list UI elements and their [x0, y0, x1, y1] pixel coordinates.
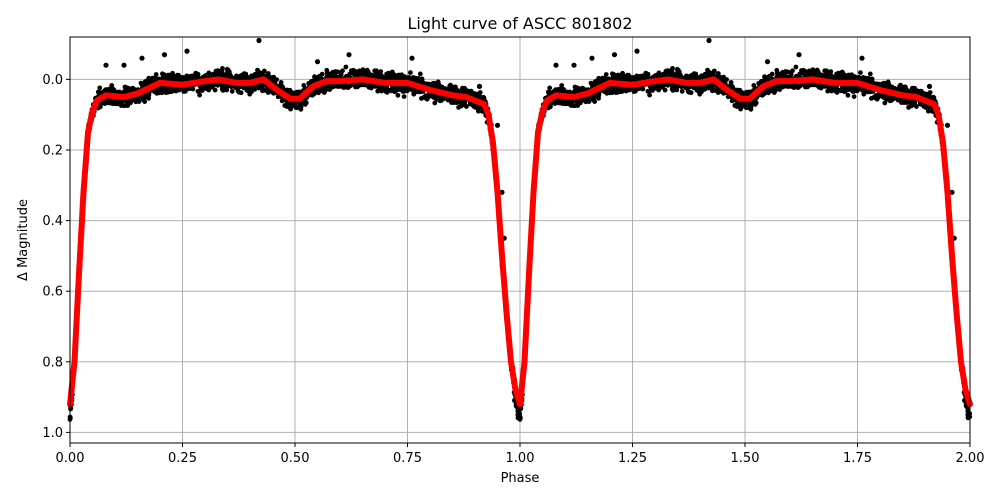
x-tick-label: 1.75	[843, 451, 872, 466]
x-tick-label: 0.75	[393, 451, 422, 466]
x-tick-label: 1.00	[506, 451, 535, 466]
x-tick-label: 1.25	[618, 451, 647, 466]
x-axis-label: Phase	[501, 471, 540, 486]
chart-title: Light curve of ASCC 801802	[407, 14, 632, 33]
y-tick-label: 0.8	[42, 355, 63, 370]
y-tick-label: 1.0	[42, 426, 63, 441]
y-tick-label: 0.2	[42, 143, 63, 158]
x-tick-label: 2.00	[956, 451, 985, 466]
x-tick-label: 0.25	[168, 451, 197, 466]
model-curve	[67, 76, 973, 408]
x-tick-label: 0.50	[281, 451, 310, 466]
x-tick-label: 1.50	[731, 451, 760, 466]
y-axis-label: Δ Magnitude	[16, 199, 31, 281]
y-tick-label: 0.6	[42, 285, 63, 300]
y-tick-label: 0.4	[42, 214, 63, 229]
x-tick-label: 0.00	[56, 451, 85, 466]
y-tick-label: 0.0	[42, 73, 63, 88]
x-axis-ticks: 0.00 0.25 0.50 0.75 1.00 1.25 1.50 1.75 2.00	[56, 443, 985, 466]
y-axis-ticks: 0.0 0.2 0.4 0.6 0.8 1.0	[42, 73, 70, 441]
